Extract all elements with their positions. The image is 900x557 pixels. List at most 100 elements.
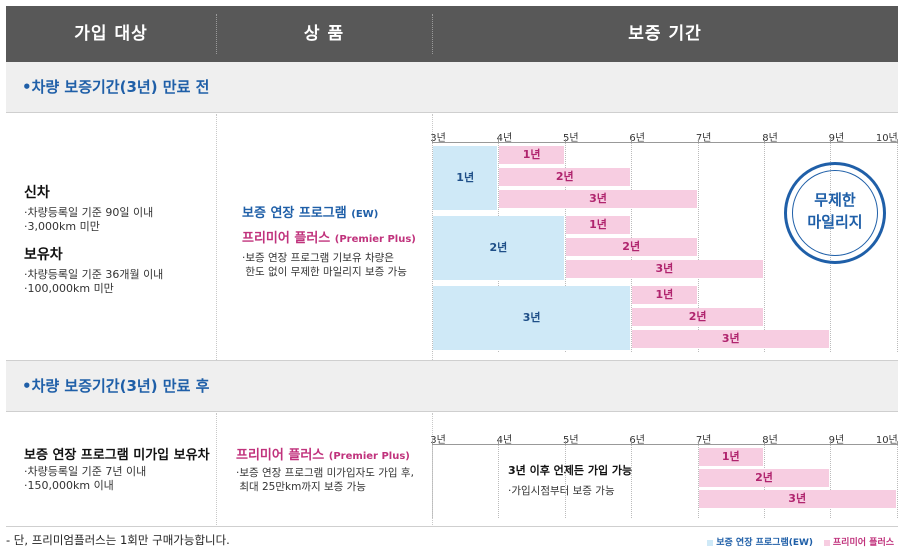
product-desc: ·보증 연장 프로그램 기보유 차량은: [242, 252, 394, 264]
tick-label: 8년: [762, 133, 778, 144]
product-pp-title: 프리미어 플러스 (Premier Plus): [242, 231, 416, 246]
divider: [6, 526, 898, 527]
tick-label: 5년: [563, 435, 579, 446]
axis-line: [432, 444, 897, 445]
axis-line: [432, 142, 897, 143]
section-title: •차량 보증기간(3년) 만료 후: [22, 377, 210, 395]
product-block: 보증 연장 프로그램 (EW) 프리미어 플러스 (Premier Plus) …: [242, 202, 428, 279]
header-divider: [216, 14, 217, 54]
product-block: 프리미어 플러스 (Premier Plus) ·보증 연장 프로그램 미가입자…: [236, 444, 430, 494]
pp-bar: 1년: [632, 286, 697, 304]
product-pp-title: 프리미어 플러스 (Premier Plus): [236, 448, 410, 463]
legend: 보증 연장 프로그램(EW) 프리미어 플러스: [699, 535, 894, 548]
tick-mark: [896, 441, 898, 445]
unsubscribed-car-item: ·150,000km 이내: [24, 479, 114, 492]
tick-mark: [631, 139, 633, 143]
unsubscribed-car-item: ·차량등록일 기준 7년 이내: [24, 465, 147, 478]
unsubscribed-car-block: 보증 연장 프로그램 미가입 보유차 ·차량등록일 기준 7년 이내 ·150,…: [24, 444, 210, 493]
tick-mark: [830, 139, 832, 143]
tick-label: 7년: [695, 133, 712, 144]
pp-bar: 3년: [632, 330, 830, 348]
tick-mark: [764, 441, 765, 445]
tick-label: 6년: [629, 435, 645, 446]
legend-ew-swatch: [707, 539, 714, 546]
tick-mark: [631, 441, 633, 445]
section-before-expiry: •차량 보증기간(3년) 만료 전: [6, 62, 898, 112]
pp-bar: 3년: [565, 260, 763, 278]
gridline: [564, 445, 566, 518]
tick-mark: [498, 139, 500, 143]
gridline: [697, 143, 699, 352]
unsubscribed-car-title: 보증 연장 프로그램 미가입 보유차: [24, 448, 210, 463]
owned-car-item: ·차량등록일 기준 36개월 이내: [24, 268, 164, 281]
join-note-sub: ·가입시점부터 보증 가능: [508, 485, 615, 497]
pp-bar: 2년: [698, 469, 830, 487]
tick-label: 5년: [563, 133, 579, 144]
tick-label: 4년: [496, 133, 513, 144]
gridline: [432, 143, 433, 352]
stamp-ring: [792, 170, 878, 256]
gridline: [764, 143, 765, 352]
owned-car-title: 보유차: [24, 247, 63, 263]
table-header: 가입 대상 상 품 보증 기간: [6, 6, 898, 62]
gridline: [498, 445, 500, 518]
join-note-title: 3년 이후 언제든 가입 가능: [508, 464, 633, 477]
tick-mark: [564, 441, 566, 445]
pp-bar: 2년: [632, 308, 763, 326]
tick-label: 9년: [828, 133, 845, 144]
gridline: [830, 445, 832, 518]
tick-mark: [697, 441, 699, 445]
new-car-block: 신차 ·차량등록일 기준 90일 이내 ·3,000km 미만: [24, 182, 153, 234]
tick-mark: [830, 441, 832, 445]
pp-bar: 3년: [698, 490, 896, 508]
tick-label: 3년: [430, 133, 446, 144]
product-desc: ·보증 연장 프로그램 미가입자도 가입 후,: [236, 467, 414, 479]
new-car-item: ·3,000km 미만: [24, 220, 100, 233]
pp-bar: 1년: [565, 216, 631, 234]
product-desc: 최대 25만km까지 보증 가능: [236, 481, 366, 493]
header-product: 상 품: [303, 24, 345, 44]
stamp-text: 마일리지: [807, 213, 863, 231]
tick-mark: [498, 441, 500, 445]
ew-bar: 2년: [433, 216, 564, 280]
pp-bar: 2년: [499, 168, 631, 186]
divider: [6, 411, 898, 412]
gridline: [432, 445, 433, 518]
header-target: 가입 대상: [74, 24, 148, 44]
owned-car-item: ·100,000km 미만: [24, 282, 114, 295]
pp-bar: 2년: [565, 238, 697, 256]
new-car-item: ·차량등록일 기준 90일 이내: [24, 206, 154, 219]
footer-note: - 단, 프리미엄플러스는 1회만 구매가능합니다.: [6, 533, 230, 547]
gridline: [697, 445, 699, 518]
ew-bar: 3년: [433, 286, 631, 350]
column-divider: [216, 114, 217, 360]
legend-ew: 보증 연장 프로그램(EW): [707, 538, 813, 548]
unlimited-mileage-stamp: 무제한 마일리지: [784, 162, 886, 264]
tick-mark: [564, 139, 566, 143]
column-divider: [216, 413, 217, 525]
divider: [6, 360, 898, 361]
gridline: [564, 143, 566, 352]
section-after-expiry: •차량 보증기간(3년) 만료 후: [6, 361, 898, 411]
legend-pp-swatch: [823, 539, 830, 546]
legend-pp: 프리미어 플러스: [823, 538, 894, 548]
header-divider: [432, 14, 433, 54]
tick-mark: [432, 441, 433, 445]
pp-bar: 3년: [499, 190, 697, 208]
gridline: [896, 445, 898, 518]
tick-mark: [432, 139, 433, 143]
owned-car-block: 보유차 ·차량등록일 기준 36개월 이내 ·100,000km 미만: [24, 244, 163, 296]
tick-mark: [764, 139, 765, 143]
gridline: [896, 143, 898, 352]
tick-mark: [697, 139, 699, 143]
tick-label: 6년: [629, 133, 645, 144]
tick-label: 8년: [762, 435, 778, 446]
new-car-title: 신차: [24, 185, 50, 201]
tick-label: 9년: [828, 435, 845, 446]
divider: [6, 112, 898, 113]
tick-label: 10년: [875, 435, 898, 446]
tick-mark: [896, 139, 898, 143]
product-desc: 한도 없이 무제한 마일리지 보증 가능: [242, 266, 407, 278]
